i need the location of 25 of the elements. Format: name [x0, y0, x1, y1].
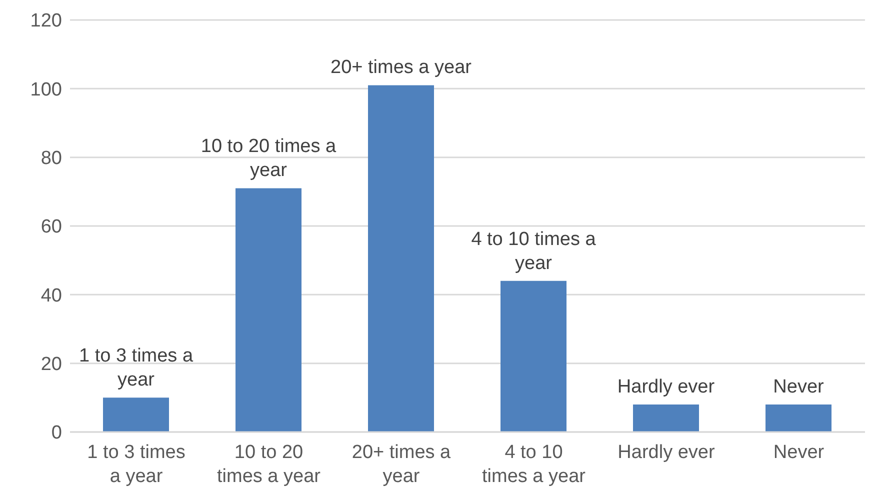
annotation: Never [773, 376, 825, 398]
bar [368, 85, 434, 432]
x-tick-label: Never [773, 442, 825, 463]
annotation: 10 to 20 times a year [200, 136, 337, 182]
x-tick-label: 20+ times a year [352, 442, 452, 487]
x-tick-label: 10 to 20 times a year [217, 442, 322, 487]
x-tick-label: Hardly ever [618, 442, 716, 463]
y-tick-label: 20 [40, 354, 62, 376]
y-tick-label: 100 [30, 79, 62, 100]
x-tick-label: 4 to 10 times a year [482, 442, 586, 487]
bar [500, 280, 566, 432]
y-tick-label: 80 [40, 148, 62, 170]
bar [236, 188, 302, 432]
y-tick-label: 60 [40, 216, 62, 238]
bar [633, 404, 699, 432]
y-tick-label: 120 [30, 10, 62, 32]
annotation: 1 to 3 times a year [78, 346, 194, 391]
y-tick-label: 40 [40, 285, 62, 306]
y-tick-label: 0 [51, 422, 62, 444]
bar [766, 404, 832, 432]
annotation: 4 to 10 times a year [471, 228, 596, 274]
annotation: 20+ times a year [330, 57, 472, 78]
x-tick-label: 1 to 3 times a year [87, 442, 186, 487]
annotation: Hardly ever [617, 376, 716, 398]
bar [103, 398, 169, 432]
